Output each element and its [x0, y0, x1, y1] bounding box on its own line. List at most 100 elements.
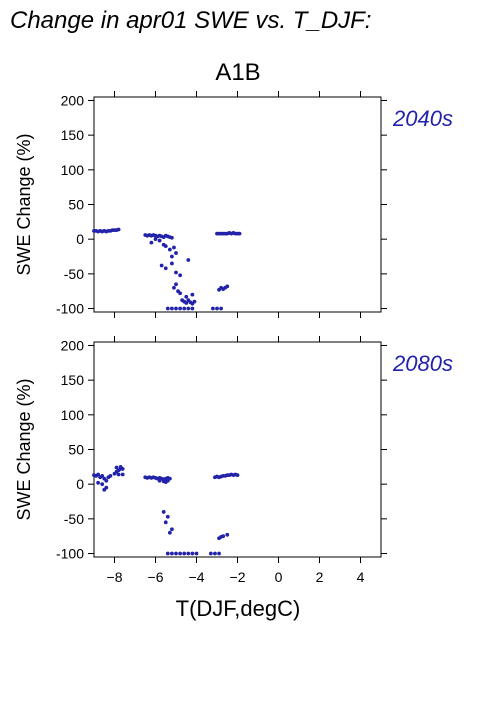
y-tick-label: 100: [61, 162, 85, 178]
y-tick-label: 200: [61, 92, 85, 108]
x-tick-label: 4: [357, 569, 365, 585]
y-tick-label: 200: [61, 337, 85, 353]
data-point: [190, 306, 195, 311]
plot-frame: [93, 96, 382, 313]
y-tick-label: 50: [68, 442, 84, 458]
data-point: [178, 273, 183, 278]
data-point: [163, 244, 168, 249]
data-point: [114, 465, 119, 470]
period-label: 2080s: [392, 351, 453, 376]
data-point: [165, 306, 170, 311]
plot-frame: [93, 341, 382, 558]
y-tick-label: -100: [56, 301, 84, 317]
data-point: [116, 227, 121, 232]
data-point: [120, 472, 125, 477]
data-point: [225, 284, 230, 289]
scenario-title: A1B: [215, 59, 260, 86]
data-point: [174, 251, 178, 255]
data-point: [167, 247, 172, 252]
data-point: [194, 551, 199, 556]
data-point: [116, 472, 121, 477]
data-point: [192, 299, 197, 304]
data-point: [215, 306, 219, 311]
data-point: [170, 235, 174, 240]
y-axis-label: SWE Change (%): [14, 378, 34, 520]
data-point: [190, 292, 195, 297]
data-point: [104, 478, 109, 483]
data-point: [208, 551, 213, 556]
panel-2080s: -100 -50 0 50 100 150 200 −8 −6 −4 −2 0 2 4 SWE Change…: [14, 336, 453, 585]
x-tick-label: −8: [107, 569, 123, 585]
y-tick-label: 100: [61, 407, 85, 423]
period-label: 2040s: [392, 106, 453, 131]
data-point: [100, 482, 105, 487]
x-tick-label: 0: [275, 569, 283, 585]
data-point: [165, 551, 170, 556]
data-point: [178, 306, 183, 311]
data-point: [96, 472, 100, 477]
data-point: [149, 240, 154, 245]
data-point: [172, 285, 176, 290]
data-point: [153, 237, 158, 242]
data-point: [163, 520, 168, 525]
data-point: [211, 306, 215, 311]
data-point: [174, 306, 178, 311]
figure-title: Change in apr01 SWE vs. T_DJF:: [10, 7, 371, 34]
data-point: [170, 527, 174, 532]
data-point: [157, 238, 162, 243]
data-point: [235, 473, 240, 478]
data-point: [182, 306, 187, 311]
y-tick-label: -50: [64, 266, 84, 282]
data-point: [178, 291, 183, 296]
data-point: [167, 530, 172, 535]
data-point: [104, 485, 109, 490]
y-axis-label: SWE Change (%): [14, 133, 34, 275]
data-point: [159, 263, 164, 268]
data-point: [225, 532, 230, 537]
x-tick-label: −4: [189, 569, 205, 585]
data-point: [172, 245, 176, 250]
data-point: [213, 551, 217, 556]
data-point: [186, 551, 191, 556]
data-point: [96, 480, 100, 485]
data-point: [174, 551, 178, 556]
data-point: [237, 231, 242, 236]
data-point: [170, 306, 174, 311]
panel-2040s: -100 -50 0 50 100 150 200 SWE Change (%) 2040s: [14, 91, 453, 318]
data-point: [186, 258, 191, 262]
data-point: [174, 270, 178, 275]
data-point: [221, 534, 226, 539]
data-point: [170, 254, 174, 259]
data-point: [170, 551, 174, 556]
y-tick-label: 50: [68, 197, 84, 213]
y-tick-label: 0: [76, 476, 84, 492]
data-point: [184, 301, 189, 305]
data-point: [186, 306, 191, 311]
data-point: [100, 473, 105, 478]
data-point: [165, 478, 170, 483]
x-axis-label: T(DJF,degC): [176, 596, 301, 621]
data-point: [165, 514, 170, 519]
data-point: [163, 266, 168, 271]
x-tick-label: −2: [230, 569, 246, 585]
data-point: [182, 551, 187, 556]
data-point: [174, 282, 178, 287]
y-tick-label: -100: [56, 546, 84, 562]
data-point: [118, 464, 123, 469]
x-tick-label: −6: [148, 569, 164, 585]
y-tick-label: -50: [64, 511, 84, 527]
y-tick-label: 150: [61, 127, 85, 143]
data-point: [170, 261, 174, 266]
data-point: [219, 306, 224, 311]
data-point: [190, 551, 195, 556]
data-point: [157, 478, 162, 483]
data-point: [217, 551, 221, 556]
data-point: [184, 294, 189, 299]
data-point: [178, 551, 183, 556]
data-point: [108, 473, 113, 478]
x-tick-label: 2: [316, 569, 324, 585]
y-tick-label: 0: [76, 231, 84, 247]
data-point: [161, 510, 166, 514]
y-tick-label: 150: [61, 372, 85, 388]
